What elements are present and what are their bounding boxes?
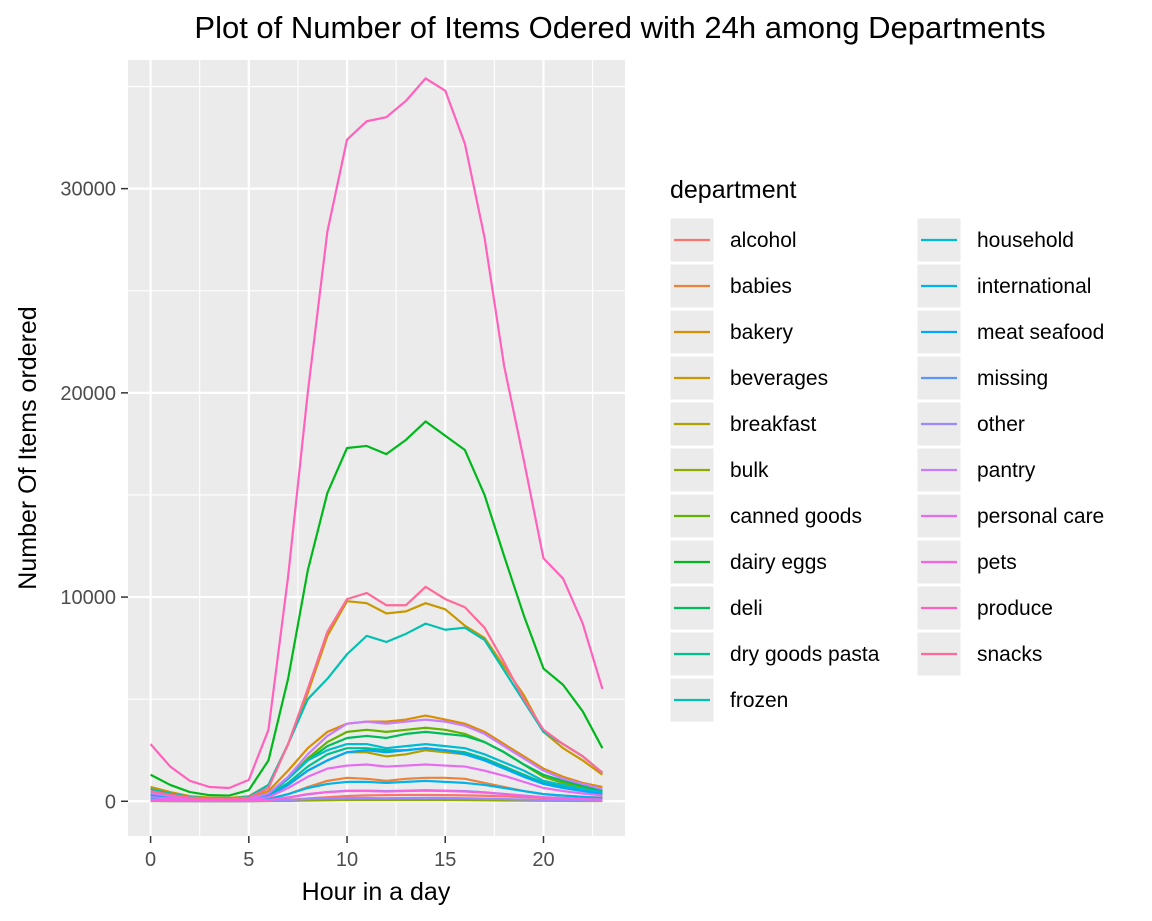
x-tick-label: 0: [145, 849, 156, 871]
legend-item-other: other: [916, 401, 1025, 447]
legend-title: department: [670, 176, 797, 204]
y-axis-label: Number Of Items ordered: [14, 306, 42, 589]
legend-item-canned-goods: canned goods: [669, 493, 862, 539]
chart-title: Plot of Number of Items Odered with 24h …: [194, 10, 1045, 45]
x-axis-label: Hour in a day: [302, 878, 451, 906]
legend-label: bakery: [730, 321, 794, 344]
legend-item-dry-goods-pasta: dry goods pasta: [669, 631, 880, 677]
legend-item-breakfast: breakfast: [669, 401, 817, 447]
legend-item-pantry: pantry: [916, 447, 1036, 493]
series-line-pets: [150, 789, 603, 803]
legend-label: produce: [977, 597, 1053, 620]
grid-major: [128, 60, 625, 836]
legend-label: beverages: [730, 367, 828, 390]
legend-item-international: international: [916, 263, 1091, 309]
legend-label: snacks: [977, 643, 1042, 666]
legend-label: household: [977, 229, 1074, 252]
legend-label: international: [977, 275, 1091, 298]
legend-item-babies: babies: [669, 263, 792, 309]
legend-label: babies: [730, 275, 792, 298]
legend-label: pets: [977, 551, 1017, 574]
y-axis-ticks: 0 10000 20000 30000: [60, 179, 128, 813]
series-line-dairy-eggs: [150, 420, 604, 797]
legend-label: dairy eggs: [730, 551, 827, 574]
legend-label: other: [977, 413, 1025, 436]
series-line-snacks: [150, 585, 604, 801]
x-tick-label: 20: [532, 849, 554, 871]
legend-label: deli: [730, 597, 763, 620]
legend-item-alcohol: alcohol: [669, 217, 797, 263]
legend: department alcohol babies bakery beverages b…: [669, 176, 1104, 723]
legend-label: breakfast: [730, 413, 817, 436]
legend-item-beverages: beverages: [669, 355, 828, 401]
legend-item-produce: produce: [916, 585, 1053, 631]
legend-label: missing: [977, 367, 1048, 390]
legend-label: pantry: [977, 459, 1036, 482]
legend-item-frozen: frozen: [669, 677, 788, 723]
legend-item-bakery: bakery: [669, 309, 794, 355]
y-tick-label: 0: [105, 791, 116, 813]
legend-label: personal care: [977, 505, 1104, 528]
legend-item-meat-seafood: meat seafood: [916, 309, 1104, 355]
y-tick-label: 30000: [60, 179, 116, 201]
y-tick-label: 10000: [60, 587, 116, 609]
legend-label: meat seafood: [977, 321, 1104, 344]
series-lines: [149, 77, 604, 803]
x-axis-ticks: 0 5 10 15 20: [145, 836, 555, 871]
x-tick-label: 10: [336, 849, 358, 871]
x-tick-label: 15: [434, 849, 456, 871]
legend-label: bulk: [730, 459, 769, 482]
y-tick-label: 20000: [60, 383, 116, 405]
legend-item-personal-care: personal care: [916, 493, 1104, 539]
legend-label: dry goods pasta: [730, 643, 880, 666]
legend-item-bulk: bulk: [669, 447, 769, 493]
legend-item-dairy-eggs: dairy eggs: [669, 539, 827, 585]
plot-panel: [128, 60, 625, 836]
series-line-produce: [149, 77, 604, 790]
legend-items: alcohol babies bakery beverages breakfast bul…: [669, 217, 1104, 723]
legend-item-deli: deli: [669, 585, 763, 631]
legend-item-snacks: snacks: [916, 631, 1042, 677]
legend-item-household: household: [916, 217, 1074, 263]
legend-label: frozen: [730, 689, 788, 712]
x-tick-label: 5: [243, 849, 254, 871]
legend-item-missing: missing: [916, 355, 1048, 401]
legend-label: canned goods: [730, 505, 862, 528]
legend-item-pets: pets: [916, 539, 1017, 585]
legend-label: alcohol: [730, 229, 797, 252]
